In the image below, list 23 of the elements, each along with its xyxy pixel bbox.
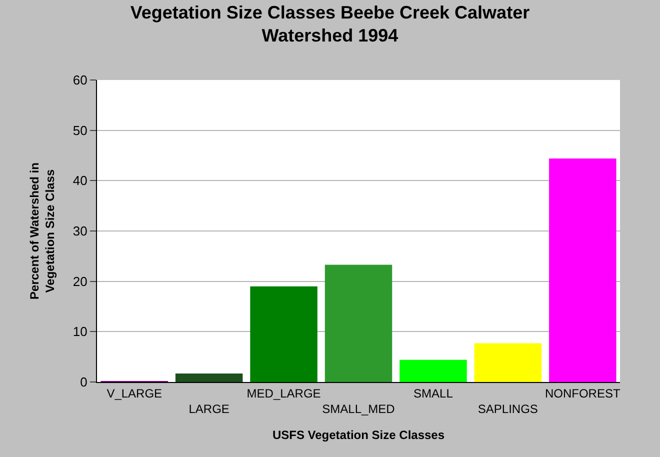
y-tick-label: 30	[72, 224, 88, 239]
x-tick-label: SAPLINGS	[478, 402, 538, 416]
x-tick-label: NONFOREST	[544, 386, 621, 400]
x-tick-label: V_LARGE	[106, 386, 162, 400]
y-tick-label: 60	[72, 72, 88, 88]
x-tick-label: MED_LARGE	[246, 386, 321, 400]
y-axis-title: Percent of Watershed in Vegetation Size Class	[28, 162, 58, 300]
y-tick-label: 20	[72, 274, 88, 289]
bar	[549, 158, 616, 382]
bar	[250, 286, 318, 382]
x-tick-label: SMALL	[414, 386, 454, 400]
bar	[175, 373, 243, 382]
bar	[324, 264, 392, 382]
y-tick-label: 50	[72, 122, 88, 138]
y-tick-label: 40	[72, 173, 88, 188]
y-tick-label: 0	[80, 374, 88, 390]
x-axis-title: USFS Vegetation Size Classes	[272, 428, 445, 442]
x-tick-label: LARGE	[188, 402, 230, 416]
chart-title: Vegetation Size Classes Beebe Creek Calwater Watershed 1994	[130, 2, 530, 46]
x-tick-label: SMALL_MED	[322, 402, 396, 416]
y-tick-label: 10	[72, 324, 88, 340]
bar	[474, 343, 542, 382]
bar	[400, 360, 467, 382]
